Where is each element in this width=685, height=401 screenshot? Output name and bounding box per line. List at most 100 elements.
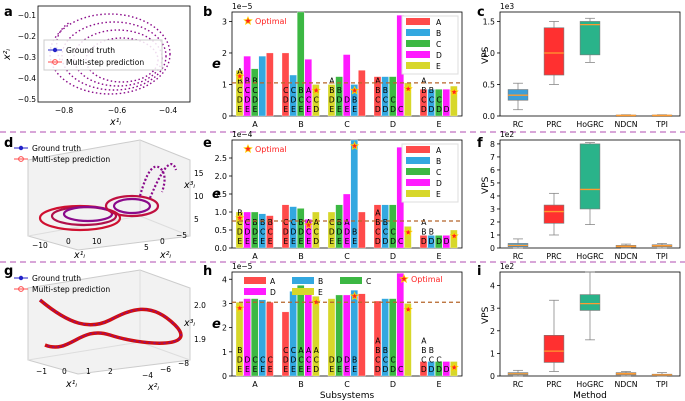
bar-annotation: D: [244, 96, 250, 105]
bar-annotation: C: [398, 237, 403, 246]
bar-annotation: C: [298, 96, 303, 105]
bar-annotation: C: [268, 228, 273, 237]
x-tick-label: E: [436, 380, 441, 389]
axis-exponent: 1e3: [500, 2, 514, 11]
y-tick-label: 2.0: [215, 172, 227, 181]
bar-annotation: D: [298, 228, 304, 237]
bar-annotation: E: [306, 105, 311, 114]
trajectory-panel-d: Ground truth Multi-step prediction 5 10 …: [14, 139, 204, 261]
ytick: −0.5: [18, 95, 36, 104]
ytick: −8: [178, 359, 189, 368]
y-axis-label: VPS: [481, 46, 491, 64]
legend-label: C: [436, 168, 441, 177]
y-tick-label: 2: [222, 49, 227, 58]
bar-annotation: C: [421, 96, 426, 105]
bar-annotation: C: [390, 96, 395, 105]
y-tick-label: 1.5: [483, 17, 495, 26]
ztick: 10: [194, 192, 204, 201]
bar: [243, 211, 251, 249]
bar: [427, 361, 435, 377]
bar-annotation: B: [429, 228, 434, 237]
bar-annotation: C: [429, 96, 434, 105]
bar-annotation: E: [337, 105, 342, 114]
bar: [435, 89, 443, 117]
xtick: 10: [92, 237, 102, 246]
x-axis-label: x¹ᵢ: [109, 117, 121, 128]
legend: Ground truth Multi-step prediction: [14, 274, 110, 294]
bar-annotation: A: [314, 218, 320, 227]
y-tick-label: 1: [490, 231, 495, 240]
vps-box-chart-i: 1e2 VPS 0 1 2 3 4 RC PRC HoGRC NDCN TPI Method: [481, 262, 681, 401]
legend-label-pred: Multi-step prediction: [66, 58, 144, 67]
legend-label-pred: Multi-step prediction: [32, 155, 110, 164]
legend-label: D: [436, 179, 442, 188]
y-tick-label: 1.0: [215, 208, 227, 217]
panel-label-i: i: [477, 264, 481, 279]
optimal-star-marker: [350, 291, 360, 301]
y-tick-label: 0: [222, 372, 227, 381]
bar: [419, 361, 428, 377]
x-tick-label: A: [252, 120, 258, 129]
axis-exponent: 1e−5: [232, 262, 253, 271]
ytick: −0.1: [18, 11, 36, 20]
bar: [373, 204, 382, 249]
axis-exponent: 1e2: [500, 262, 514, 271]
bar-annotation: C: [260, 228, 265, 237]
bar-annotation: D: [444, 237, 450, 246]
bar-annotation: E: [337, 365, 342, 374]
bar-annotation: E: [253, 105, 258, 114]
bar: [289, 74, 297, 117]
bar-annotation: D: [444, 365, 450, 374]
legend-swatch: [406, 51, 430, 58]
bar-annotation: D: [421, 365, 427, 374]
x-axis-label: Method: [573, 391, 607, 401]
x-tick-label: C: [344, 252, 350, 261]
y-tick-label: 7: [490, 153, 495, 162]
y-tick-label: 3: [222, 299, 227, 308]
box: [543, 335, 565, 363]
bar-annotation: E: [306, 237, 311, 246]
legend-swatch: [406, 190, 430, 197]
legend-swatch: [292, 277, 314, 284]
bar-annotation: C: [383, 96, 388, 105]
legend-label: E: [436, 190, 441, 199]
bar-annotation: C: [298, 356, 303, 365]
bar-annotation: D: [428, 105, 434, 114]
legend-label-truth: Ground truth: [32, 274, 81, 283]
panel-label-g: g: [4, 264, 13, 279]
bar: [435, 235, 443, 249]
legend-label: A: [270, 277, 276, 286]
bar-annotation: C: [314, 228, 319, 237]
y-tick-label: 8: [490, 140, 495, 149]
bar: [327, 84, 336, 117]
x-tick-label: HoGRC: [576, 252, 604, 261]
ztick: 5: [194, 215, 199, 224]
bar-annotation: B: [383, 86, 388, 95]
bar-annotation: B: [337, 218, 342, 227]
legend: Ground truth Multi-step prediction: [43, 39, 163, 71]
trajectory-lobe: [138, 165, 166, 197]
bar: [381, 76, 389, 117]
bar: [243, 298, 251, 377]
xtick: −1: [36, 367, 47, 376]
bar: [396, 273, 404, 377]
trajectory-prediction: [38, 298, 183, 349]
bar-annotation: B: [268, 218, 273, 227]
y-tick-label: 2: [490, 327, 495, 336]
bar-annotation: E: [245, 365, 250, 374]
bar-annotation: D: [436, 237, 442, 246]
bar-annotation: A: [375, 77, 381, 86]
legend-label: C: [366, 277, 371, 286]
bar-annotation: D: [428, 365, 434, 374]
legend-marker-truth: [52, 47, 58, 53]
bar-annotation: B: [421, 228, 426, 237]
trajectory-loop: [49, 13, 171, 95]
y-tick-label: 1.5: [215, 190, 227, 199]
bar-annotation: D: [290, 228, 296, 237]
x-axis-label: x¹ᵢ: [65, 379, 77, 390]
optimal-star-marker: [350, 85, 360, 95]
legend-marker-pred: [18, 156, 24, 162]
bar: [389, 204, 397, 249]
box: [579, 294, 601, 311]
legend-marker-pred: [18, 286, 24, 292]
